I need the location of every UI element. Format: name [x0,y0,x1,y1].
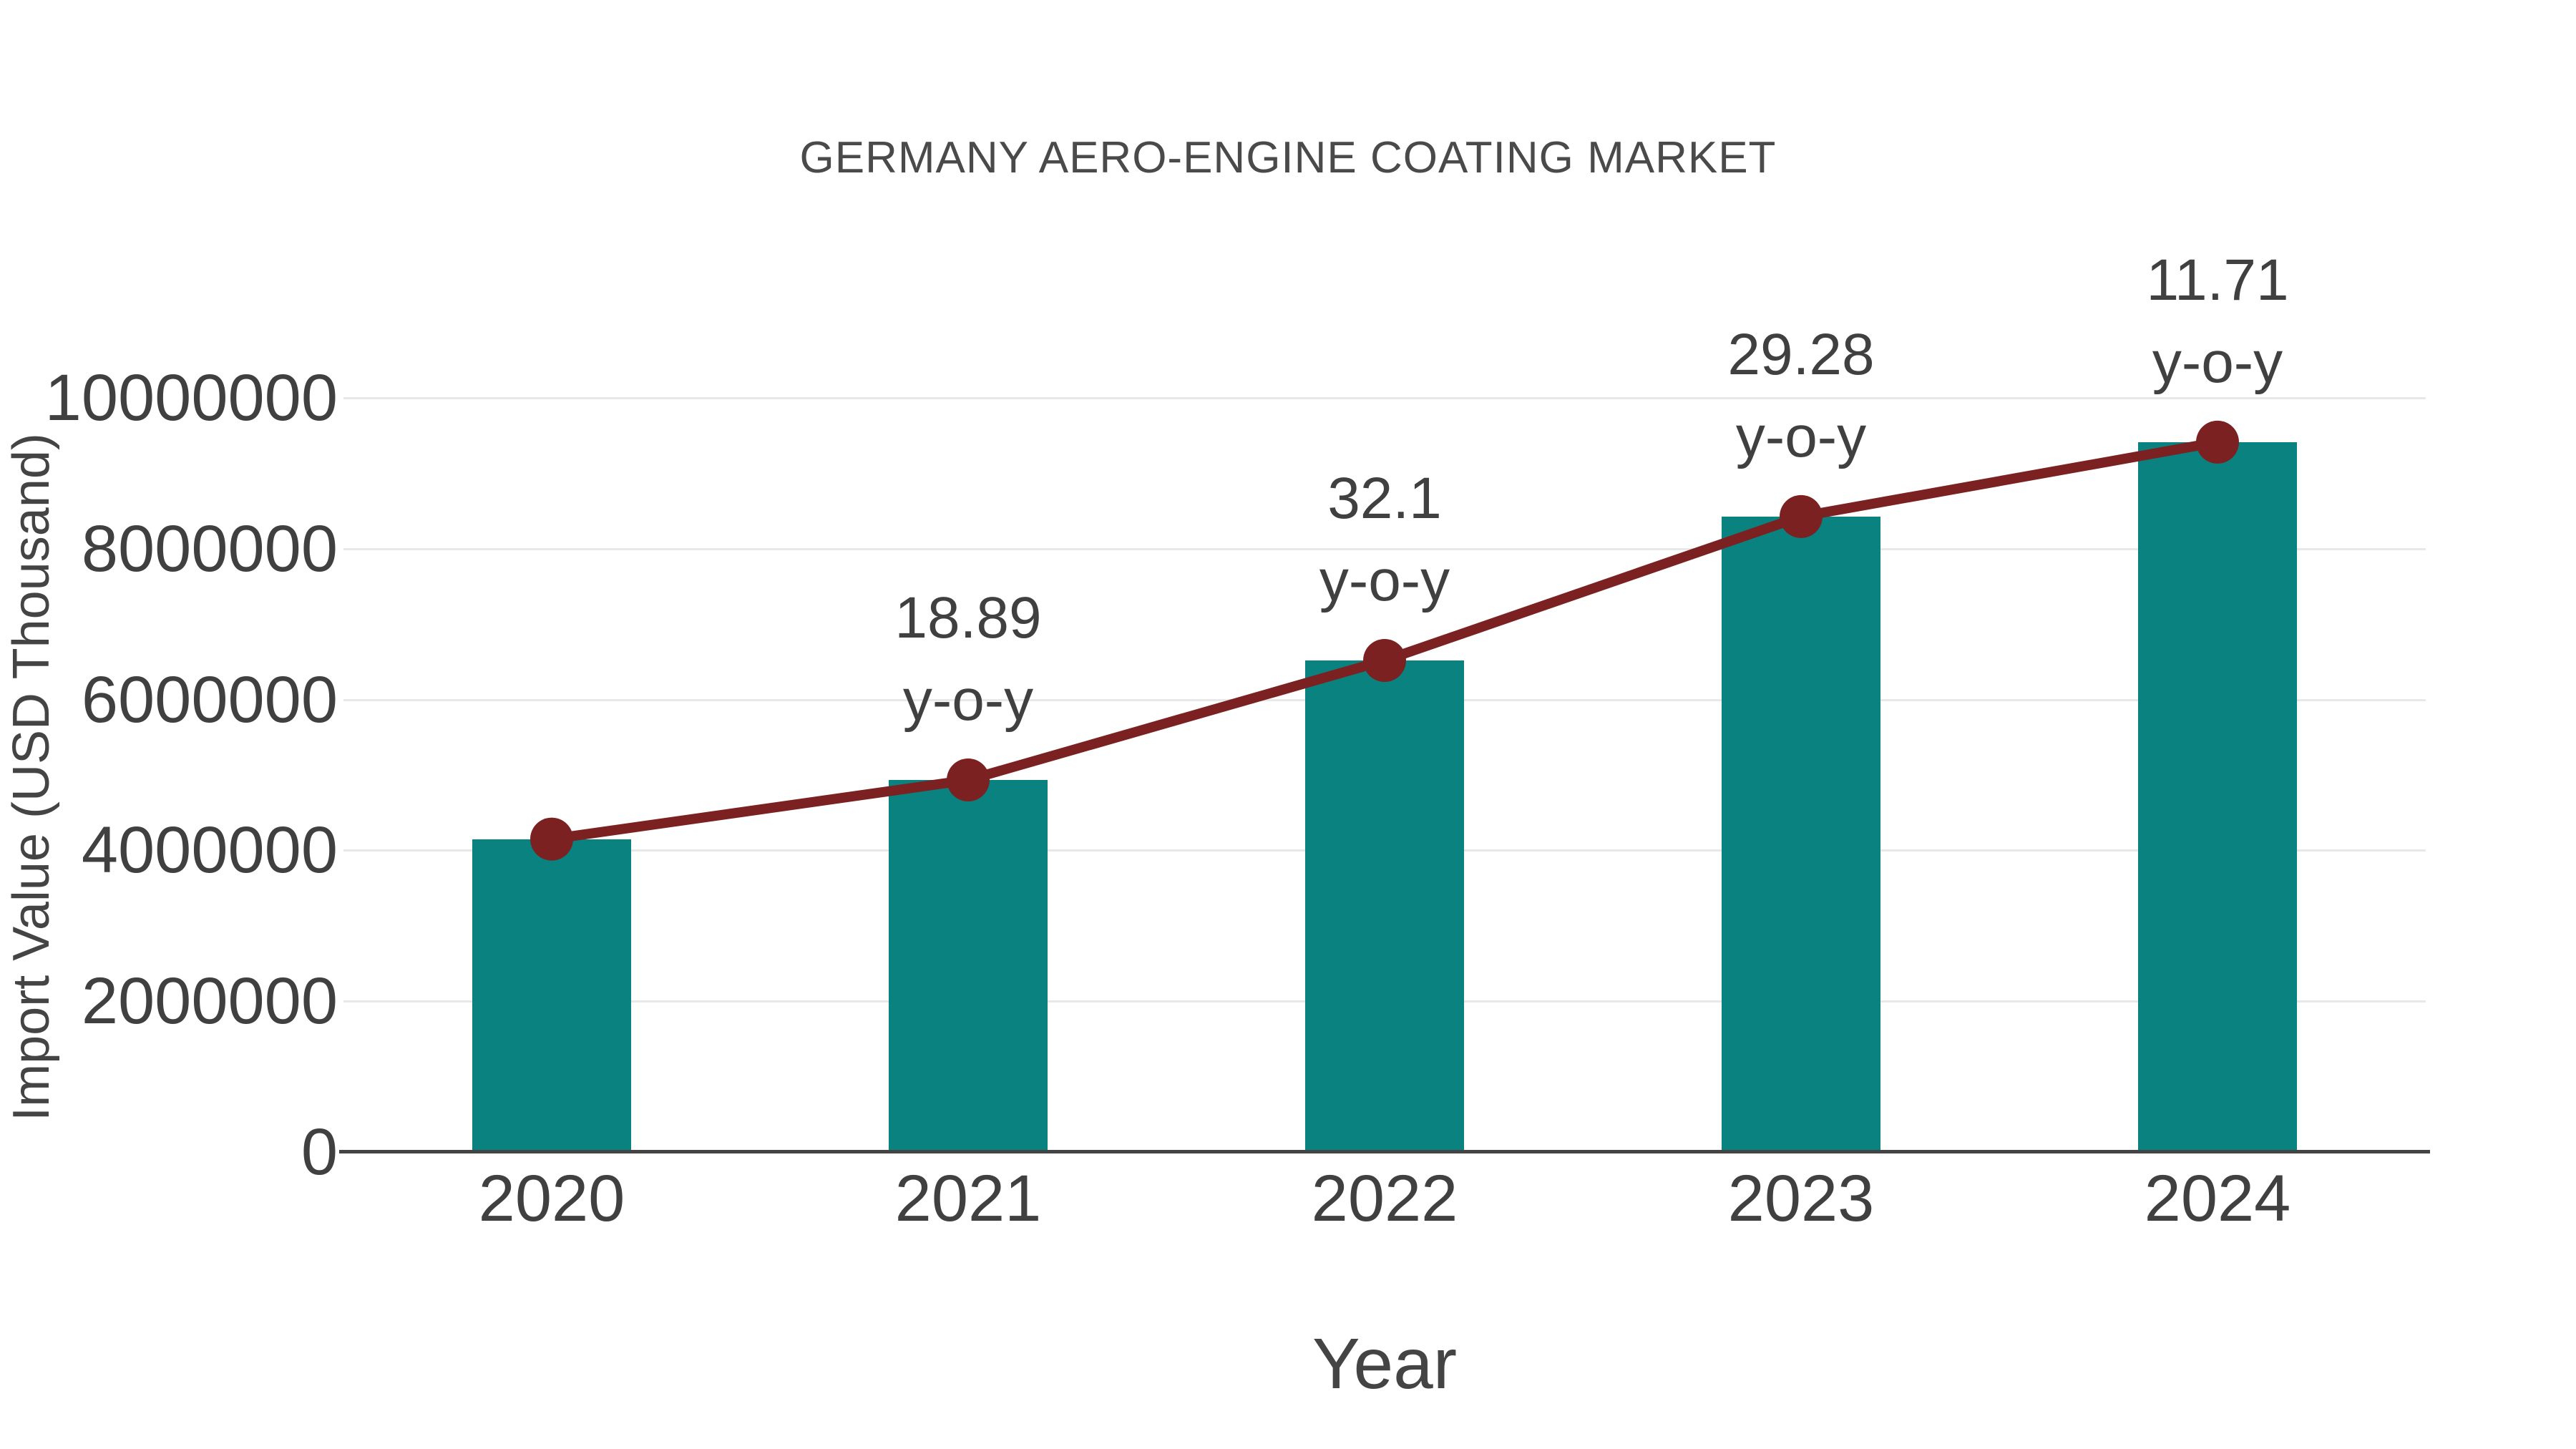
line-marker-2021 [947,758,990,801]
y-tick-label-8000000: 8000000 [81,512,338,585]
yoy-label-2024: 11.71 y-o-y [1967,239,2468,404]
yoy-label-suffix: y-o-y [1319,548,1450,613]
yoy-line-series [530,420,2239,861]
line-marker-2024 [2196,420,2239,464]
yoy-label-2021: 18.89 y-o-y [718,577,1219,741]
yoy-label-value: 29.28 [1727,321,1875,387]
x-tick-label-2023: 2023 [1727,1162,1875,1235]
bar-2021 [889,780,1048,1152]
y-tick-label-2000000: 2000000 [81,965,338,1038]
yoy-label-value: 18.89 [894,585,1042,650]
yoy-label-2022: 32.1 y-o-y [1134,457,1635,622]
y-tick-label-10000000: 10000000 [44,361,338,434]
x-tick-label-2021: 2021 [894,1162,1042,1235]
yoy-label-suffix: y-o-y [2152,329,2283,395]
yoy-label-suffix: y-o-y [1735,404,1867,469]
bar-2020 [472,839,631,1152]
bar-2022 [1305,660,1464,1152]
bar-2024 [2138,441,2297,1152]
x-axis-title: Year [1312,1324,1458,1404]
yoy-label-value: 32.1 [1327,466,1442,531]
yoy-label-value: 11.71 [2146,247,2289,313]
yoy-label-suffix: y-o-y [902,668,1034,733]
x-tick-label-2022: 2022 [1311,1162,1458,1235]
x-axis-line [339,1150,2430,1153]
line-marker-2020 [530,817,573,861]
chart-title: GERMANY AERO-ENGINE COATING MARKET [799,133,1777,182]
plot-area: 18.89 y-o-y 32.1 y-o-y 29.28 y-o-y 11.71 y-o-y [339,248,2430,1153]
x-tick-label-2020: 2020 [478,1162,625,1235]
gridline-8000000 [343,547,2426,550]
y-tick-label-0: 0 [301,1116,338,1189]
yoy-label-2023: 29.28 y-o-y [1551,313,2051,478]
bar-2023 [1722,516,1880,1152]
y-tick-label-6000000: 6000000 [81,663,338,736]
line-marker-2023 [1780,494,1823,538]
gridline-10000000 [343,397,2426,399]
line-marker-2022 [1363,639,1406,682]
y-tick-label-4000000: 4000000 [81,814,338,887]
y-axis-title: Import Value (USD Thousand) [3,433,60,1121]
x-tick-label-2024: 2024 [2144,1162,2291,1235]
